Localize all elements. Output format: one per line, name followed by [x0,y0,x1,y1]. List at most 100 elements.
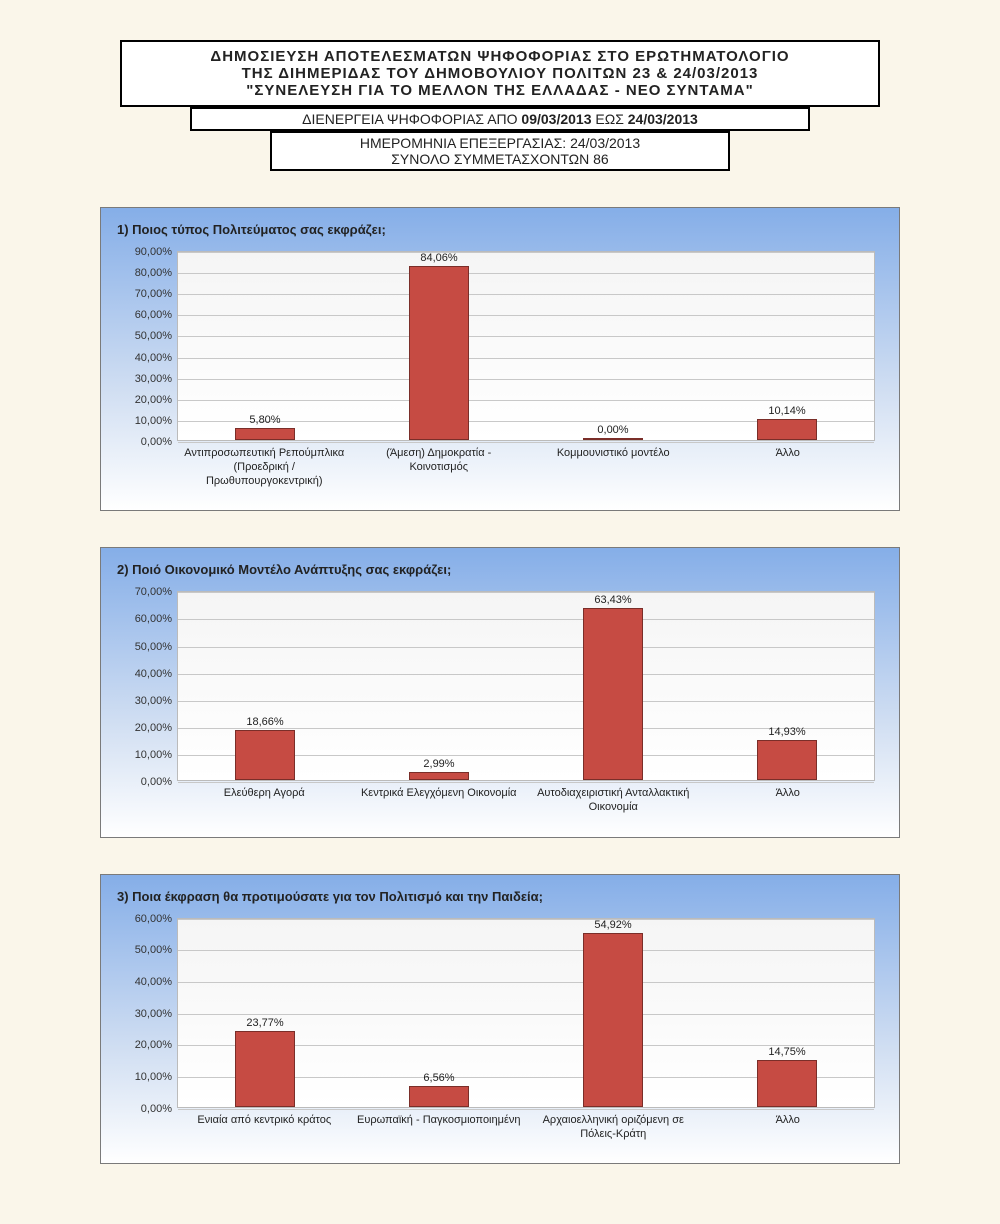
ytick-label: 40,00% [118,352,172,364]
bar-value-label: 54,92% [594,919,631,931]
ytick-label: 20,00% [118,722,172,734]
bar [757,740,817,781]
ytick-label: 60,00% [118,613,172,625]
x-label: Άλλο [701,447,876,488]
bar [757,419,817,440]
ytick-label: 50,00% [118,641,172,653]
bar [583,608,643,780]
x-label: Αντιπροσωπευτική Ρεπούμπλικα (Προεδρική … [177,447,352,488]
ytick-label: 0,00% [118,436,172,448]
bar-column: 63,43% [526,592,700,780]
bar [583,438,643,440]
x-label: Ελεύθερη Αγορά [177,787,352,815]
total-participants: ΣΥΝΟΛΟ ΣΥΜΜΕΤΑΣΧΟΝΤΩΝ 86 [276,151,724,167]
bar [235,428,295,440]
gridline [178,782,874,783]
x-label: Ευρωπαϊκή - Παγκοσμιοποιημένη [352,1114,527,1142]
ytick-label: 50,00% [118,330,172,342]
dates-mid: ΕΩΣ [592,111,628,127]
bar-column: 5,80% [178,252,352,440]
bar-column: 6,56% [352,919,526,1107]
bar-column: 84,06% [352,252,526,440]
ytick-label: 0,00% [118,1103,172,1115]
ytick-label: 60,00% [118,309,172,321]
ytick-label: 20,00% [118,1039,172,1051]
ytick-label: 30,00% [118,1008,172,1020]
bar-column: 10,14% [700,252,874,440]
bar-column: 54,92% [526,919,700,1107]
charts-container: 1) Ποιος τύπος Πολιτεύματος σας εκφράζει… [100,207,900,1164]
bar-value-label: 5,80% [249,414,280,426]
bar [409,266,469,440]
bar [409,1086,469,1107]
bar [235,730,295,781]
ytick-label: 20,00% [118,394,172,406]
gridline [178,1109,874,1110]
ytick-label: 10,00% [118,749,172,761]
chart-panel: 2) Ποιό Οικονομικό Μοντέλο Ανάπτυξης σας… [100,547,900,838]
chart-panel: 1) Ποιος τύπος Πολιτεύματος σας εκφράζει… [100,207,900,511]
chart-title: 2) Ποιό Οικονομικό Μοντέλο Ανάπτυξης σας… [117,562,883,577]
bar [235,1031,295,1106]
x-label: Κεντρικά Ελεγχόμενη Οικονομία [352,787,527,815]
bar-value-label: 18,66% [246,716,283,728]
plot-area: 60,00%50,00%40,00%30,00%20,00%10,00%0,00… [177,918,875,1108]
bar-column: 2,99% [352,592,526,780]
header-line1: ΔΗΜΟΣΙΕΥΣΗ ΑΠΟΤΕΛΕΣΜΑΤΩΝ ΨΗΦΟΦΟΡΙΑΣ ΣΤΟ … [126,48,874,65]
bar-area: 18,66% 2,99% 63,43% 14,93% [178,592,874,780]
bar-column: 18,66% [178,592,352,780]
bar-area: 5,80% 84,06% 0,00% 10,14% [178,252,874,440]
ytick-label: 10,00% [118,1071,172,1083]
x-label: Αυτοδιαχειριστική Ανταλλακτική Οικονομία [526,787,701,815]
bar [409,772,469,780]
bar-column: 0,00% [526,252,700,440]
ytick-label: 0,00% [118,776,172,788]
processing-date: ΗΜΕΡΟΜΗΝΙΑ ΕΠΕΞΕΡΓΑΣΙΑΣ: 24/03/2013 [276,135,724,151]
chart-title: 3) Ποια έκφραση θα προτιμούσατε για τον … [117,889,883,904]
header-line2: ΤΗΣ ΔΙΗΜΕΡΙΔΑΣ ΤΟΥ ΔΗΜΟΒΟΥΛΙΟΥ ΠΟΛΙΤΩΝ 2… [126,65,874,82]
bar-value-label: 23,77% [246,1017,283,1029]
bar [757,1060,817,1107]
header-title-box: ΔΗΜΟΣΙΕΥΣΗ ΑΠΟΤΕΛΕΣΜΑΤΩΝ ΨΗΦΟΦΟΡΙΑΣ ΣΤΟ … [120,40,880,107]
bar-value-label: 63,43% [594,594,631,606]
date-from: 09/03/2013 [521,111,591,127]
plot-area: 70,00%60,00%50,00%40,00%30,00%20,00%10,0… [177,591,875,781]
header-line3: "ΣΥΝΕΛΕΥΣΗ ΓΙΑ ΤΟ ΜΕΛΛΟΝ ΤΗΣ ΕΛΛΑΔΑΣ - Ν… [126,82,874,99]
bar-value-label: 6,56% [423,1072,454,1084]
ytick-label: 90,00% [118,246,172,258]
date-to: 24/03/2013 [628,111,698,127]
bar-value-label: 14,75% [768,1046,805,1058]
header-dates-box: ΔΙΕΝΕΡΓΕΙΑ ΨΗΦΟΦΟΡΙΑΣ ΑΠΟ 09/03/2013 ΕΩΣ… [190,107,810,131]
ytick-label: 40,00% [118,976,172,988]
bar-value-label: 10,14% [768,405,805,417]
x-labels: Αντιπροσωπευτική Ρεπούμπλικα (Προεδρική … [177,447,875,488]
ytick-label: 30,00% [118,373,172,385]
bar-column: 23,77% [178,919,352,1107]
ytick-label: 60,00% [118,913,172,925]
bar [583,933,643,1107]
ytick-label: 80,00% [118,267,172,279]
bar-value-label: 14,93% [768,726,805,738]
ytick-label: 70,00% [118,288,172,300]
bar-column: 14,75% [700,919,874,1107]
x-label: Αρχαιοελληνική οριζόμενη σε Πόλεις-Κράτη [526,1114,701,1142]
ytick-label: 50,00% [118,944,172,956]
ytick-label: 10,00% [118,415,172,427]
plot-area: 90,00%80,00%70,00%60,00%50,00%40,00%30,0… [177,251,875,441]
bar-area: 23,77% 6,56% 54,92% 14,75% [178,919,874,1107]
bar-value-label: 2,99% [423,758,454,770]
chart-panel: 3) Ποια έκφραση θα προτιμούσατε για τον … [100,874,900,1165]
x-label: Άλλο [701,787,876,815]
bar-column: 14,93% [700,592,874,780]
x-label: Κομμουνιστικό μοντέλο [526,447,701,488]
x-labels: Ελεύθερη ΑγοράΚεντρικά Ελεγχόμενη Οικονο… [177,787,875,815]
x-label: (Άμεση) Δημοκρατία - Κοινοτισμός [352,447,527,488]
x-labels: Ενιαία από κεντρικό κράτοςΕυρωπαϊκή - Πα… [177,1114,875,1142]
ytick-label: 70,00% [118,586,172,598]
bar-value-label: 84,06% [420,252,457,264]
dates-prefix: ΔΙΕΝΕΡΓΕΙΑ ΨΗΦΟΦΟΡΙΑΣ ΑΠΟ [302,111,521,127]
x-label: Άλλο [701,1114,876,1142]
bar-value-label: 0,00% [597,424,628,436]
gridline [178,442,874,443]
x-label: Ενιαία από κεντρικό κράτος [177,1114,352,1142]
